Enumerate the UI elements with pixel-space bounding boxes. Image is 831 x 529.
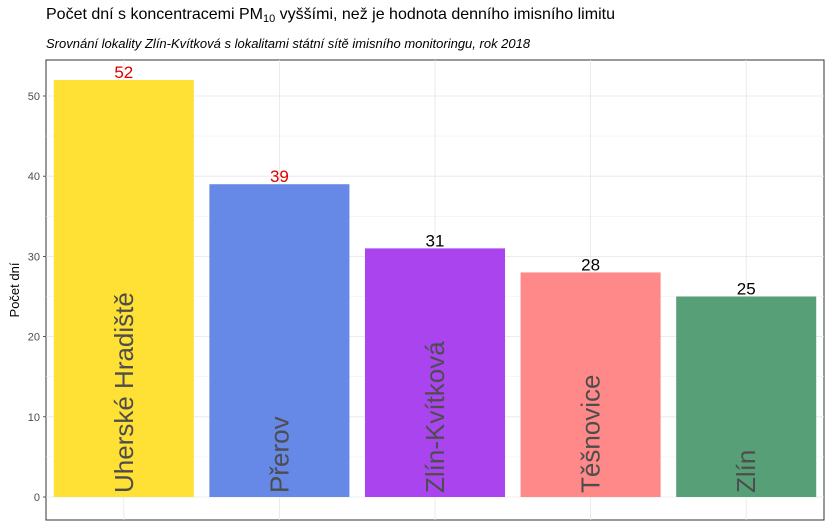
y-tick-label: 10 — [28, 412, 40, 424]
category-label: Zlín — [731, 450, 761, 493]
value-label: 52 — [114, 63, 133, 82]
chart-subtitle: Srovnání lokality Zlín-Kvítková s lokali… — [46, 36, 531, 51]
y-tick-label: 40 — [28, 171, 40, 183]
category-label: Uherské Hradiště — [109, 292, 139, 493]
bar-2 — [209, 184, 350, 497]
bar-1 — [53, 79, 194, 498]
y-axis-title: Počet dní — [7, 262, 22, 317]
bars: 52 Uherské Hradiště 39 Přerov 31 Zlín-Kvítkov… — [53, 63, 817, 498]
value-label: 39 — [270, 167, 289, 186]
chart-title-subscript: 10 — [262, 13, 276, 25]
bar-4 — [520, 272, 661, 497]
y-tick-label: 20 — [28, 332, 40, 344]
y-tick-label: 0 — [34, 492, 40, 504]
bar-5 — [676, 296, 817, 497]
value-label: 25 — [737, 280, 756, 299]
y-axis-ticks: 0 10 20 30 40 50 — [28, 91, 46, 504]
chart-title: Počet dní s koncentracemi PM10 vyššími, … — [46, 6, 615, 25]
category-label: Přerov — [264, 416, 294, 493]
category-label: Zlín-Kvítková — [420, 341, 450, 493]
value-label: 28 — [581, 255, 600, 274]
chart-title-main: Počet dní s koncentracemi PM — [46, 6, 263, 23]
category-label: Těšnovice — [576, 375, 606, 494]
y-tick-label: 30 — [28, 251, 40, 263]
bar-3 — [364, 248, 506, 497]
chart-title-rest: vyššími, než je hodnota denního imisního… — [275, 6, 615, 23]
value-label: 31 — [426, 231, 445, 250]
y-tick-label: 50 — [28, 91, 40, 103]
